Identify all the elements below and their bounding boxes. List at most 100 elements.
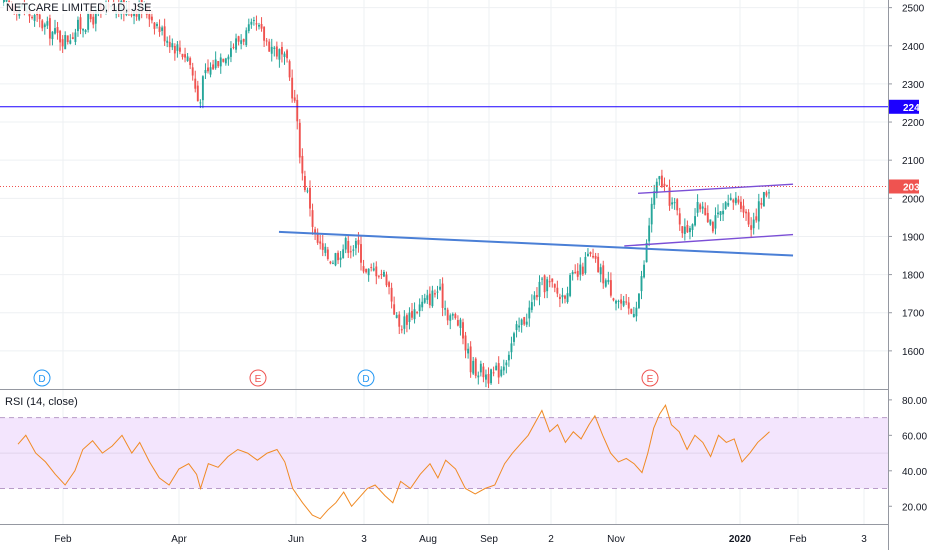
candle xyxy=(717,212,719,215)
candle xyxy=(179,47,181,52)
candle xyxy=(502,366,505,371)
candle xyxy=(388,282,390,287)
candle xyxy=(701,206,704,209)
candle xyxy=(678,213,681,225)
candle xyxy=(530,302,533,310)
candle xyxy=(362,266,365,272)
candle xyxy=(538,281,541,297)
candle xyxy=(760,202,763,205)
candle xyxy=(487,373,490,384)
candle xyxy=(714,215,717,229)
candle xyxy=(757,201,760,222)
candle xyxy=(579,264,582,275)
candle xyxy=(561,295,564,298)
candle xyxy=(161,27,164,31)
candle xyxy=(492,372,495,374)
candle xyxy=(54,28,56,34)
candle xyxy=(222,58,225,62)
candle xyxy=(171,43,174,48)
candle xyxy=(400,329,403,331)
x-tick-label: 2 xyxy=(548,534,554,545)
candle xyxy=(245,30,248,46)
candle xyxy=(268,41,271,52)
candle xyxy=(625,301,628,303)
candle xyxy=(607,279,610,283)
candle xyxy=(655,181,658,194)
candle xyxy=(515,324,518,331)
candle xyxy=(301,155,304,174)
candle xyxy=(518,325,521,328)
candle xyxy=(393,304,396,315)
x-axis-panel xyxy=(0,525,888,550)
candle xyxy=(645,242,648,263)
candle xyxy=(556,287,559,294)
candle xyxy=(48,18,51,39)
candle xyxy=(421,301,424,308)
price-level-badge-label: 2031 xyxy=(903,182,926,193)
candle xyxy=(258,24,260,27)
candle xyxy=(252,20,255,22)
candle xyxy=(184,54,186,58)
candle xyxy=(676,199,679,211)
candle xyxy=(41,20,44,29)
candle xyxy=(663,183,666,186)
candle xyxy=(449,315,452,321)
candle xyxy=(456,320,459,326)
candle xyxy=(413,309,416,320)
candle xyxy=(490,369,492,384)
candle xyxy=(31,17,33,19)
candle xyxy=(497,363,500,378)
candle xyxy=(191,67,194,76)
candle xyxy=(370,267,373,269)
candle xyxy=(660,175,663,187)
candle xyxy=(43,24,46,28)
candle xyxy=(686,225,689,233)
x-tick-label: Aug xyxy=(419,534,437,545)
trendline xyxy=(278,230,794,257)
candle xyxy=(201,76,204,101)
candle xyxy=(204,70,207,74)
candle xyxy=(587,253,589,257)
candle xyxy=(536,294,538,298)
candle xyxy=(469,346,472,373)
candle xyxy=(148,14,151,20)
candle xyxy=(546,279,549,292)
candle xyxy=(74,32,77,42)
x-tick-label: Feb xyxy=(54,534,72,545)
candle xyxy=(576,270,579,277)
candle xyxy=(737,199,740,203)
candle xyxy=(681,226,684,234)
rsi-y-tick-label: 40.00 xyxy=(902,467,927,478)
candle xyxy=(329,261,332,264)
price-level-badge xyxy=(889,179,919,194)
candle xyxy=(385,274,388,286)
candle xyxy=(734,197,737,204)
candle xyxy=(334,253,337,266)
candle xyxy=(525,321,528,325)
candle xyxy=(495,365,498,371)
candle xyxy=(255,23,258,25)
y-axis-panel xyxy=(889,0,932,550)
candle xyxy=(658,176,661,180)
y-tick-label: 1700 xyxy=(902,309,925,320)
candle xyxy=(82,28,84,31)
rsi-y-tick-label: 60.00 xyxy=(902,431,927,442)
candle xyxy=(324,246,327,253)
candle xyxy=(395,315,398,318)
x-tick-label: Sep xyxy=(480,534,498,545)
candle xyxy=(166,40,169,43)
candle xyxy=(168,41,171,48)
candle xyxy=(354,240,357,249)
candle xyxy=(337,252,339,261)
x-tick-label: Feb xyxy=(789,534,807,545)
candle xyxy=(592,255,594,258)
candle xyxy=(722,210,725,215)
candle xyxy=(426,295,429,300)
candle xyxy=(332,262,334,264)
candle xyxy=(196,85,199,102)
candle xyxy=(375,266,378,277)
candle xyxy=(288,61,291,78)
candle xyxy=(181,53,184,58)
candle xyxy=(311,210,314,227)
candle xyxy=(505,362,508,366)
